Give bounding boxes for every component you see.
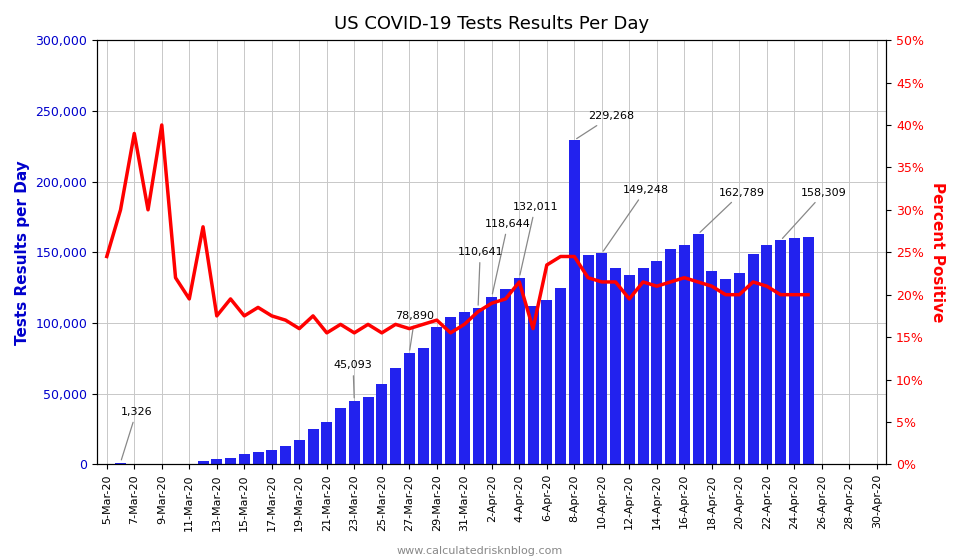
Bar [459,312,469,465]
Bar [390,368,401,465]
Y-axis label: Percent Positive: Percent Positive [930,182,945,323]
Text: 162,789: 162,789 [700,188,765,232]
Bar [266,450,277,465]
Bar [363,397,373,465]
Bar [115,462,126,465]
Bar [583,255,593,465]
Bar [211,460,223,465]
Text: 158,309: 158,309 [782,188,847,238]
Bar [541,300,552,465]
Text: 110,641: 110,641 [457,247,503,305]
Bar [348,400,360,465]
Text: 118,644: 118,644 [485,219,531,294]
Bar [707,271,717,465]
Bar [555,287,566,465]
Bar [418,349,428,465]
Bar [514,278,525,465]
Bar [692,234,704,465]
Bar [239,455,250,465]
Bar [679,245,690,465]
Text: www.calculatedrisknblog.com: www.calculatedrisknblog.com [396,546,564,556]
Bar [624,275,635,465]
Bar [775,241,786,465]
Bar [472,308,484,465]
Bar [445,317,456,465]
Text: 78,890: 78,890 [396,311,435,350]
Bar [720,279,732,465]
Bar [307,429,319,465]
Bar [225,458,236,465]
Bar [528,306,539,465]
Text: 149,248: 149,248 [604,185,668,251]
Bar [651,261,662,465]
Bar [789,238,800,465]
Bar [198,461,208,465]
Bar [610,268,621,465]
Bar [733,273,745,465]
Y-axis label: Tests Results per Day: Tests Results per Day [15,160,30,345]
Bar [322,422,332,465]
Text: 132,011: 132,011 [513,202,558,275]
Text: 1,326: 1,326 [121,407,152,460]
Bar [294,441,304,465]
Bar [569,140,580,465]
Bar [665,250,676,465]
Bar [748,253,758,465]
Bar [335,408,346,465]
Title: US COVID-19 Tests Results Per Day: US COVID-19 Tests Results Per Day [334,15,649,33]
Bar [500,289,511,465]
Bar [280,446,291,465]
Bar [252,452,264,465]
Bar [637,268,649,465]
Bar [596,253,608,465]
Bar [431,327,443,465]
Text: 229,268: 229,268 [577,111,635,139]
Bar [761,245,772,465]
Bar [803,237,813,465]
Bar [487,296,497,465]
Bar [404,353,415,465]
Bar [376,384,387,465]
Text: 45,093: 45,093 [334,360,372,398]
